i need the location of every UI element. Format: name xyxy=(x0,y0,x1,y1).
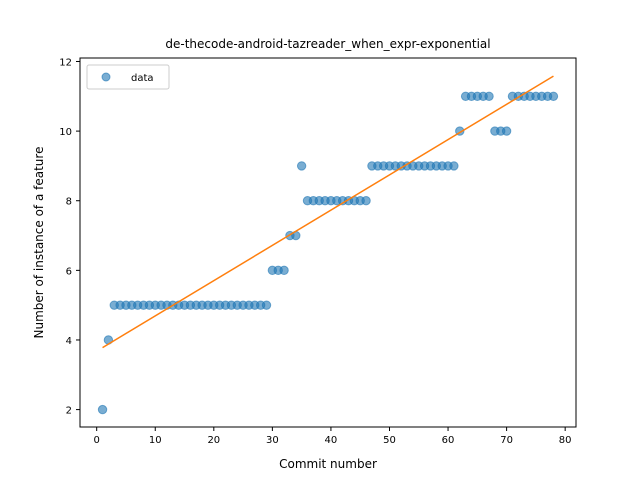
x-tick-label: 70 xyxy=(500,435,513,446)
data-point xyxy=(548,91,559,101)
y-axis: 2 4 6 8 10 12 xyxy=(59,57,80,417)
legend-label: data xyxy=(131,73,154,84)
legend: data xyxy=(86,64,170,90)
data-point xyxy=(279,265,289,276)
y-tick-label: 12 xyxy=(59,57,72,68)
y-axis-title: Number of instance of a feature xyxy=(32,147,46,339)
data-point xyxy=(484,91,494,101)
x-tick-label: 60 xyxy=(442,435,455,446)
plot-area xyxy=(97,75,559,415)
axes-frame xyxy=(79,57,577,428)
x-tick-label: 10 xyxy=(149,435,162,446)
chart-title: de-thecode-android-tazreader_when_expr-e… xyxy=(165,37,490,51)
fit-line xyxy=(102,75,554,349)
legend-box xyxy=(86,64,170,90)
x-tick-label: 50 xyxy=(383,435,396,446)
x-axis-title: Commit number xyxy=(279,457,377,471)
x-tick-label: 0 xyxy=(94,435,100,446)
y-tick-label: 10 xyxy=(59,127,72,138)
x-tick-label: 40 xyxy=(325,435,338,446)
x-axis: 0 10 20 30 40 50 60 70 80 xyxy=(94,427,572,446)
data-point xyxy=(501,126,512,136)
y-tick-label: 8 xyxy=(66,197,72,208)
y-tick-label: 6 xyxy=(66,266,72,277)
data-point xyxy=(261,300,272,310)
legend-marker xyxy=(101,72,111,82)
y-tick-label: 4 xyxy=(66,336,72,347)
data-point xyxy=(296,161,307,171)
data-point xyxy=(361,196,371,206)
data-point xyxy=(449,161,459,171)
x-tick-label: 80 xyxy=(559,435,572,446)
x-tick-label: 30 xyxy=(266,435,279,446)
y-tick-label: 2 xyxy=(66,406,72,417)
x-tick-label: 20 xyxy=(207,435,220,446)
data-point xyxy=(97,404,108,415)
